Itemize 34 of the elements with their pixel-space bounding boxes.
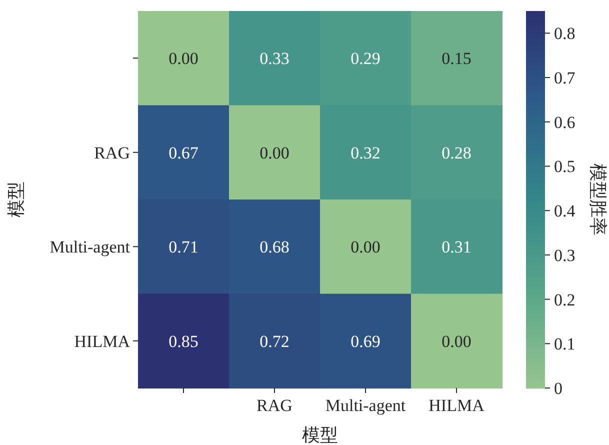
- color-bar-title: 模型胜率: [588, 164, 608, 236]
- data-label: 0.29: [350, 49, 380, 68]
- data-label: 0.33: [260, 49, 290, 68]
- color-bar-label: 0: [554, 379, 562, 398]
- y-axis-title: 模型: [6, 182, 26, 218]
- color-bar-label: 0.5: [554, 157, 576, 176]
- data-label: 0.00: [350, 238, 380, 257]
- data-label: 0.00: [168, 49, 198, 68]
- y-tick-label: RAG: [94, 143, 130, 162]
- color-bar-label: 0.1: [554, 334, 576, 354]
- data-label: 0.15: [442, 49, 472, 68]
- color-bar-label: 0.8: [554, 24, 576, 44]
- x-axis-title: 模型: [302, 425, 338, 445]
- color-bar-label: 0.3: [554, 246, 576, 265]
- color-bar-label: 0.6: [554, 112, 576, 132]
- data-label: 0.32: [350, 143, 380, 162]
- color-bar-label: 0.4: [554, 202, 576, 221]
- y-tick-label: Multi-agent: [50, 238, 130, 257]
- data-label: 0.00: [260, 143, 290, 162]
- x-tick-label: HILMA: [428, 396, 486, 415]
- data-label: 0.67: [168, 143, 199, 162]
- data-label: 0.72: [260, 332, 290, 351]
- data-label: 0.00: [442, 332, 472, 351]
- data-label: 0.71: [168, 238, 198, 257]
- color-bar-label: 0.2: [554, 290, 576, 310]
- data-label: 0.85: [168, 332, 198, 351]
- x-tick-label: Multi-agent: [325, 396, 406, 415]
- color-bar-label: 0.7: [554, 68, 576, 88]
- data-label: 0.31: [442, 238, 472, 257]
- x-tick-label: RAG: [256, 396, 292, 415]
- y-tick-label: HILMA: [74, 332, 131, 351]
- data-label: 0.69: [350, 332, 380, 351]
- data-label: 0.28: [442, 143, 472, 162]
- data-label: 0.68: [260, 238, 290, 257]
